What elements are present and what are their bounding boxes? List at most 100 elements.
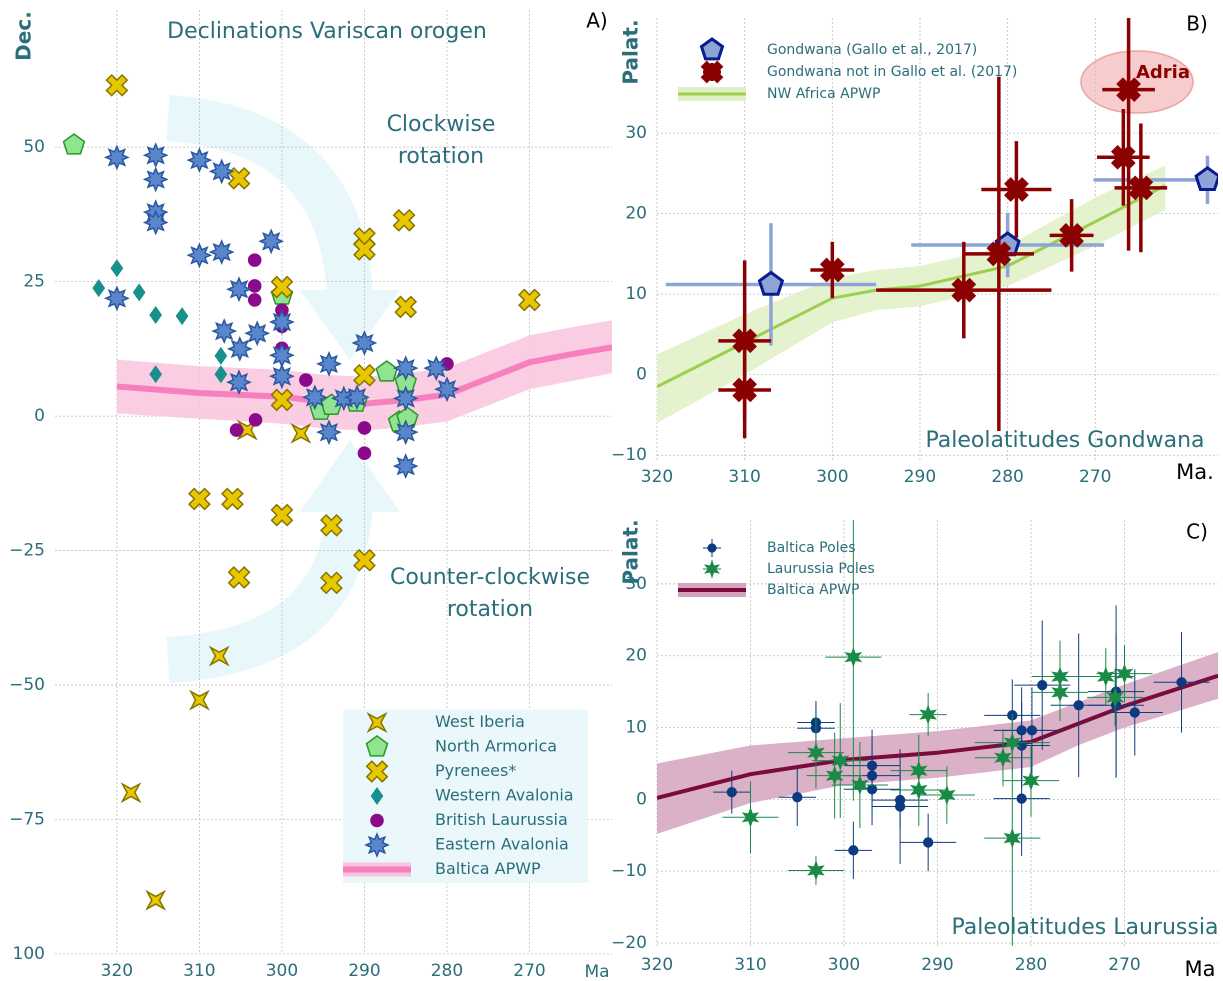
annotation: Counter-clockwise [390,565,590,590]
point [951,277,977,303]
point [270,503,294,527]
point [353,237,376,261]
panel-label: C) [1186,520,1208,544]
counter-clockwise-arrow [166,498,373,683]
point [807,860,825,881]
point [186,147,213,174]
y-tick-label: 10 [625,718,647,738]
point [316,351,342,377]
x-tick-label: 280 [1015,955,1047,975]
legend-marker [366,712,388,733]
point [757,270,785,296]
point [1129,707,1140,718]
y-tick-label: 30 [625,574,647,594]
y-tick-label: −75 [9,810,45,830]
x-tick-label: 310 [728,467,760,487]
x-tick-label: 270 [1108,955,1140,975]
confidence-band [116,320,612,431]
point [392,453,419,480]
point [226,369,252,396]
point [1106,687,1124,708]
point [1003,732,1022,753]
y-tick-label: −25 [9,541,45,561]
point [142,209,169,236]
point [866,784,878,795]
point [392,355,419,382]
point [1128,175,1154,201]
point [175,307,189,326]
y-tick-label: 20 [625,646,647,666]
chart-title: Paleolatitudes Laurussia [952,915,1219,940]
x-tick-label: 280 [431,961,463,981]
point [320,513,343,537]
point [1115,663,1134,684]
x-tick-label: 300 [266,961,298,981]
x-tick-label: 290 [348,961,380,981]
legend-label: British Laurussia [435,810,568,829]
x-tick-label: 300 [828,955,860,975]
point [221,487,244,511]
point [1176,677,1187,688]
point [316,419,342,446]
point [142,142,169,169]
point [214,346,228,365]
panel-label: B) [1186,12,1208,36]
point [825,765,844,786]
chart-title: Declinations Variscan orogen [167,19,487,44]
point [910,760,928,781]
point [92,279,106,298]
point [1110,144,1136,170]
annotation: rotation [447,597,533,622]
point [208,158,235,185]
y-tick-label: 0 [636,789,647,809]
point [145,889,167,911]
y-axis-label: Palat. [619,519,643,584]
point [831,750,850,771]
legend-marker [707,543,717,553]
y-axis-label: Palat. [619,19,643,84]
x-tick-label: 270 [513,961,545,981]
point [1003,827,1022,849]
point [62,133,86,155]
point [270,388,294,412]
point [1016,725,1027,736]
point [844,647,863,668]
point [434,376,460,403]
point [229,423,244,437]
point [937,784,956,806]
point [1051,682,1069,703]
legend-box [343,709,588,883]
point [392,419,419,446]
point [1116,77,1141,102]
y-tick-label: −10 [611,445,647,465]
point [268,309,295,335]
point [392,385,419,412]
legend-label: Gondwana (Gallo et al., 2017) [767,42,977,58]
point [994,747,1012,768]
x-tick-label: 310 [734,955,766,975]
legend-marker [370,813,384,828]
point [226,276,252,303]
point [247,279,262,293]
point [1073,700,1084,711]
point [357,446,372,461]
legend-label: Gondwana not in Gallo et al. (2017) [767,64,1017,80]
legend-label: West Iberia [435,712,525,731]
plot-area [657,18,1218,439]
point [732,377,757,403]
y-tick-label: 20 [625,204,647,224]
point [375,360,399,382]
point [268,363,295,390]
legend-label: Baltica APWP [767,582,859,598]
point [1026,725,1038,736]
y-tick-label: 10 [625,284,647,304]
point [919,704,937,725]
point [353,548,376,572]
legend-marker [365,735,389,757]
point [270,275,294,299]
legend-marker [370,786,384,806]
chart-title: Paleolatitudes Gondwana [925,428,1204,453]
annotation: Clockwise [387,112,496,137]
y-tick-label: 100 [13,944,45,964]
annotation: rotation [398,144,484,169]
